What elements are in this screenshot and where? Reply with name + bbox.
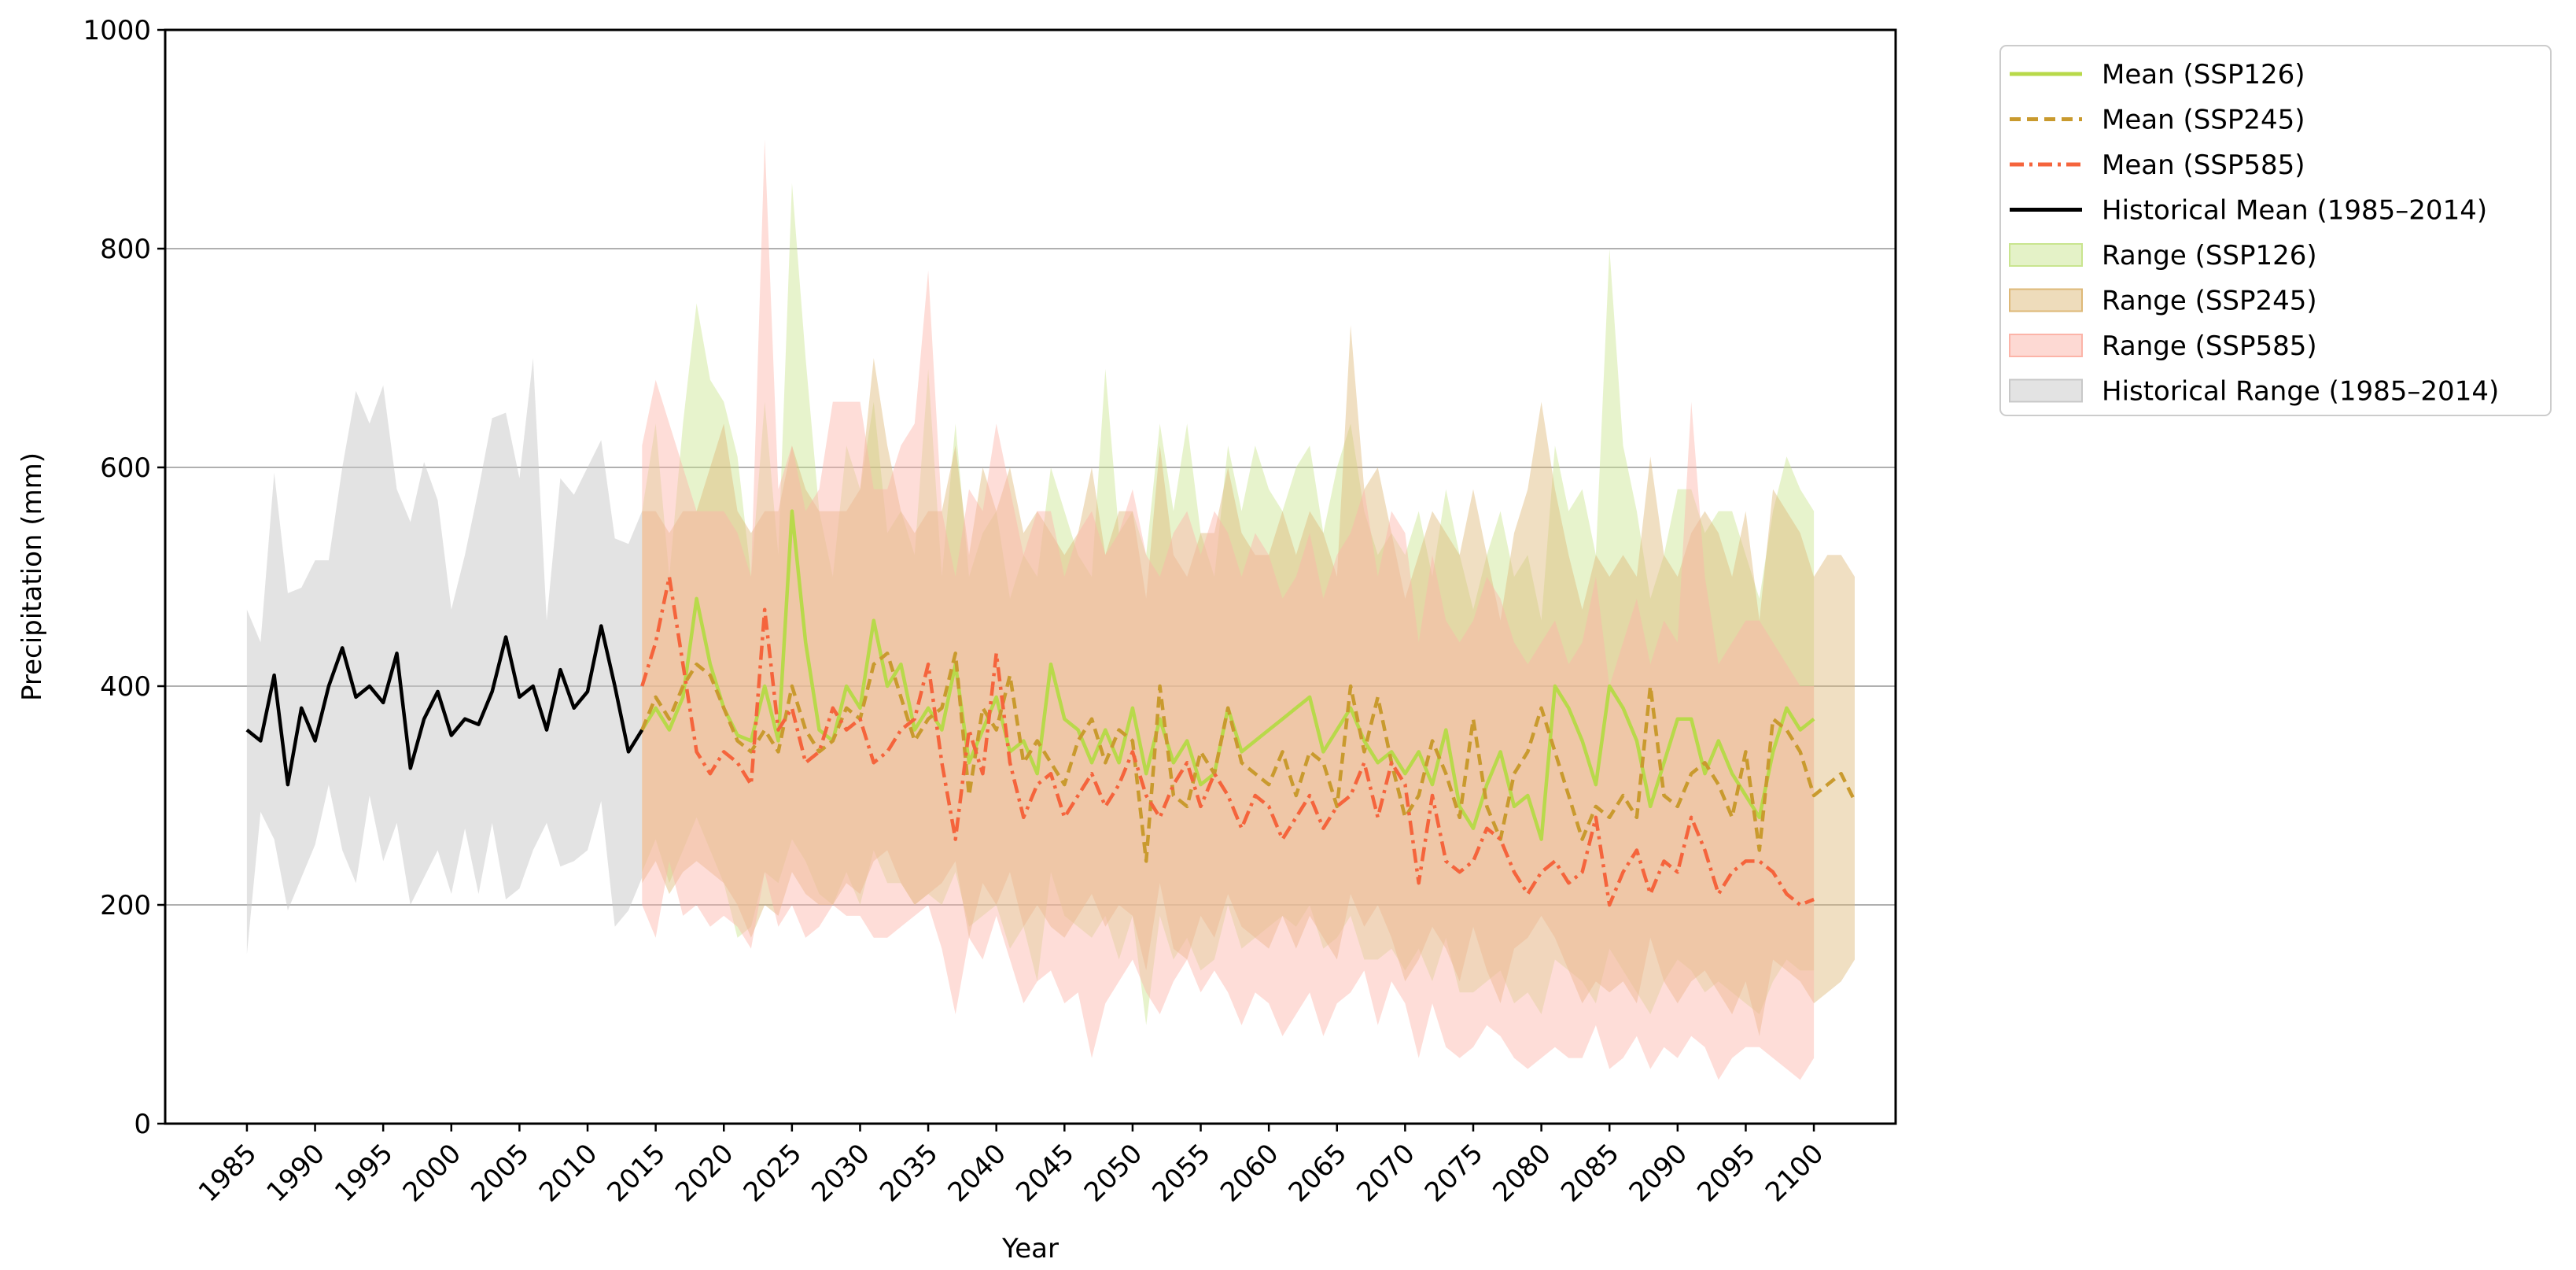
range-band-1 [642,325,1855,1036]
legend-label: Mean (SSP126) [2102,59,2305,90]
legend-label: Range (SSP585) [2102,330,2317,362]
y-axis-title: Precipitation (mm) [17,452,48,701]
historical-mean-line [245,624,644,787]
legend-label: Historical Range (1985–2014) [2102,376,2499,408]
axes-frame [164,28,1897,1125]
legend: Mean (SSP126) Mean (SSP245) Mean (SSP585) H… [1999,45,2552,416]
legend-box [1999,45,2552,416]
mean-line-1 [640,652,1857,863]
legend-label: Historical Mean (1985–2014) [2102,195,2487,227]
range-band-2 [642,139,1815,1080]
mean-line-2 [640,574,1815,907]
x-axis-title: Year [1001,1233,1059,1264]
legend-label: Range (SSP245) [2102,286,2317,317]
legend-swatch-patch [2009,378,2083,403]
historical-range-band [246,358,643,954]
legend-label: Mean (SSP245) [2102,105,2305,136]
legend-swatch-patch [2009,243,2083,267]
y-tick-label: 0 [134,1109,151,1140]
y-tick-label: 400 [100,671,151,703]
plot-area [245,139,1857,1080]
legend-label: Mean (SSP585) [2102,150,2305,181]
y-tick-label: 600 [100,452,151,484]
legend-swatch-patch [2009,334,2083,357]
range-band-0 [642,183,1815,1025]
y-tick-label: 1000 [83,15,151,46]
y-tick-label: 800 [100,234,151,265]
y-tick-label: 200 [100,890,151,921]
legend-label: Range (SSP126) [2102,240,2317,271]
legend-swatch-patch [2009,288,2083,312]
